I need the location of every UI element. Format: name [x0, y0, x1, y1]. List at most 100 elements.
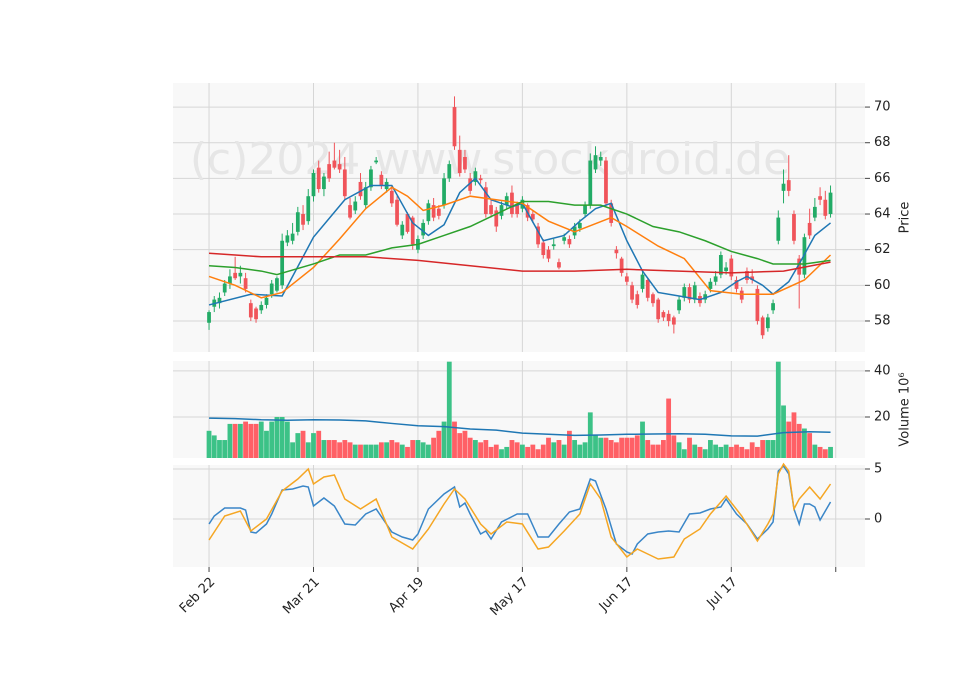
y-tick-label: 68	[874, 135, 891, 150]
candle-body	[546, 249, 551, 259]
volume-bar	[222, 440, 228, 458]
candle-body	[666, 313, 671, 321]
volume-bar	[368, 444, 374, 458]
candle-body	[421, 222, 426, 236]
candle-body	[645, 279, 650, 298]
candle-body	[285, 235, 290, 243]
volume-bar	[436, 430, 442, 458]
volume-bar	[786, 421, 792, 458]
volume-bar	[415, 440, 421, 458]
volume-bar	[509, 440, 515, 458]
volume-bar	[525, 446, 531, 458]
candle-body	[264, 297, 269, 305]
candle-body	[551, 244, 556, 247]
candle-body	[337, 164, 342, 170]
volume-bar	[755, 446, 760, 458]
candle-body	[489, 205, 493, 215]
candle-body	[363, 187, 368, 206]
volume-bar	[352, 444, 358, 458]
candle-body	[478, 178, 483, 181]
volume-bar	[582, 442, 588, 458]
volume-bar	[796, 423, 802, 458]
candle-body	[530, 214, 535, 220]
candle-body	[452, 107, 457, 147]
candle-body	[457, 149, 462, 174]
candle-body	[792, 214, 796, 241]
candle-body	[358, 181, 363, 197]
y-axis-label: Volume 10⁶	[898, 372, 913, 446]
candle-body	[269, 283, 274, 295]
candle-body	[656, 299, 661, 320]
volume-bar	[697, 446, 703, 458]
candle-body	[301, 214, 305, 225]
volume-bar	[661, 440, 666, 458]
candle-body	[233, 272, 238, 279]
line-series	[208, 177, 831, 306]
candle-body	[624, 276, 629, 282]
volume-bar	[681, 449, 687, 458]
volume-bar	[629, 437, 635, 458]
candle-body	[536, 226, 540, 245]
candle-body	[609, 203, 614, 223]
volume-bar	[378, 442, 384, 458]
volume-bar	[718, 446, 724, 458]
volume-bar	[556, 440, 562, 458]
candle-body	[515, 205, 520, 215]
volume-bar	[472, 440, 478, 458]
candle-body	[713, 276, 718, 282]
volume-bar	[540, 444, 546, 458]
volume-bar	[384, 442, 390, 458]
volume-bar	[211, 435, 217, 458]
candle-body	[442, 178, 446, 206]
volume-bar	[551, 442, 557, 458]
volume-bar	[640, 421, 645, 458]
candle-body	[577, 222, 582, 229]
candle-body	[217, 297, 222, 304]
candle-body	[771, 303, 775, 311]
candle-body	[739, 290, 744, 300]
volume-bar	[598, 437, 604, 458]
volume-bar	[561, 444, 567, 458]
candle-body	[290, 233, 295, 241]
volume-bar	[744, 449, 750, 458]
volume-bar	[566, 430, 572, 458]
y-tick-label: 58	[874, 313, 891, 328]
candle-body	[228, 276, 232, 284]
candle-body	[410, 217, 415, 245]
volume-bar	[358, 444, 363, 458]
line-series	[208, 252, 831, 274]
volume-bar	[217, 440, 222, 458]
volume-bar	[577, 444, 583, 458]
candle-body	[682, 287, 687, 298]
volume-bar	[420, 442, 426, 458]
candle-body	[614, 249, 619, 254]
volume-bar	[295, 433, 301, 458]
volume-bar	[791, 412, 797, 458]
volume-bar	[666, 398, 672, 458]
candle-body	[724, 267, 728, 272]
candle-body	[781, 183, 786, 191]
volume-bar	[342, 440, 348, 458]
candle-body	[828, 192, 833, 215]
volume-bar	[389, 440, 395, 458]
y-tick-label: 64	[874, 207, 891, 222]
candle-body	[651, 294, 655, 304]
candle-body	[818, 196, 822, 200]
volume-bar	[739, 446, 745, 458]
volume-bar	[363, 444, 369, 458]
candle-body	[280, 240, 285, 286]
volume-bar	[316, 430, 322, 458]
volume-bar	[274, 416, 280, 458]
watermark: (c)2024 www.stockdroid.de	[190, 134, 790, 185]
y-tick-label: 0	[874, 512, 882, 527]
volume-bar	[655, 444, 661, 458]
volume-bar	[828, 446, 833, 458]
volume-bar	[410, 440, 416, 458]
candle-body	[671, 317, 676, 325]
line-series	[208, 186, 832, 299]
candle-body	[640, 274, 645, 289]
volume-bar	[311, 433, 316, 458]
candle-body	[745, 271, 749, 280]
candle-body	[703, 294, 708, 300]
